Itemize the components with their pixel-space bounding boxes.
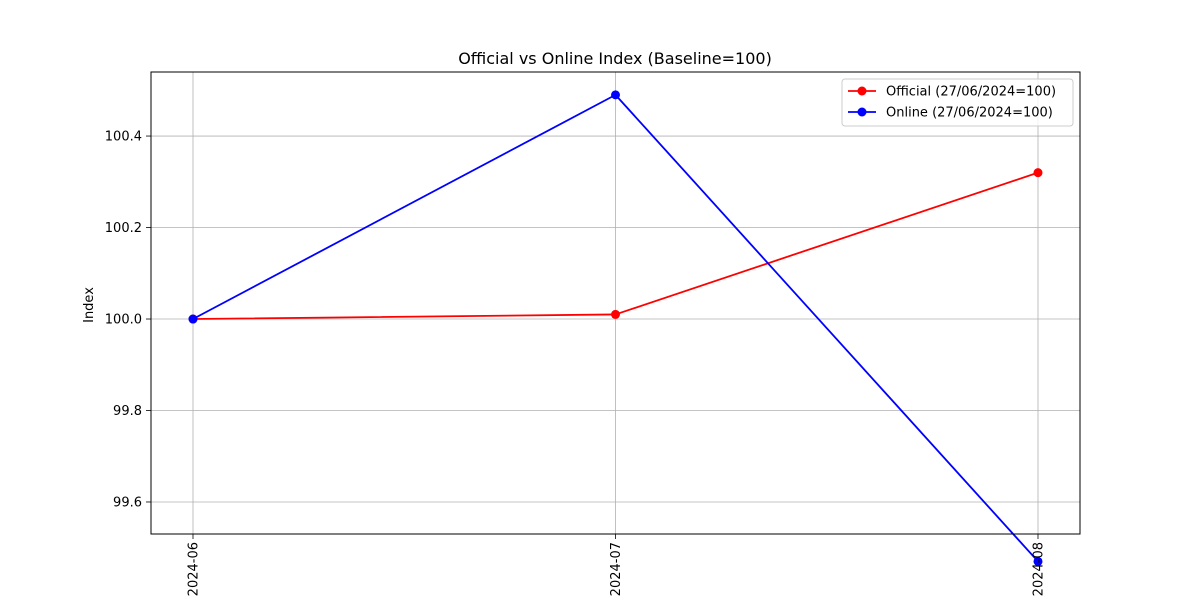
x-tick-label: 2024-07 [609, 542, 624, 596]
series-lines [188, 90, 1043, 566]
series-1-point [1033, 168, 1043, 178]
legend-marker-2 [857, 107, 867, 117]
axes: 2024-06 2024-07 2024-08 99.6 99.8 100.0 100.2 1… [105, 130, 1047, 597]
chart-title: Official vs Online Index (Baseline=100) [458, 49, 772, 68]
y-tick-label: 99.8 [113, 404, 142, 419]
series-2-point [188, 314, 198, 324]
legend-box [841, 78, 1074, 127]
series-1-point [611, 309, 620, 319]
y-tick-label: 100.4 [105, 130, 142, 145]
y-tick-label: 100.2 [105, 221, 142, 236]
y-tick-label: 99.6 [113, 495, 142, 510]
y-tick-label: 100.0 [105, 313, 142, 328]
series-2-point [611, 90, 620, 100]
legend: Official (27/06/2024=100) Online (27/06/2… [841, 78, 1074, 127]
legend-marker-1 [857, 86, 867, 96]
x-tick-label: 2024-06 [187, 542, 202, 596]
legend-label-1: Official (27/06/2024=100) [886, 85, 1056, 100]
grid-lines [151, 72, 1080, 534]
y-axis-label: Index [82, 287, 97, 323]
x-tick-label: 2024-08 [1032, 542, 1047, 596]
legend-label-2: Online (27/06/2024=100) [886, 106, 1053, 121]
series-2-point [1033, 556, 1043, 566]
